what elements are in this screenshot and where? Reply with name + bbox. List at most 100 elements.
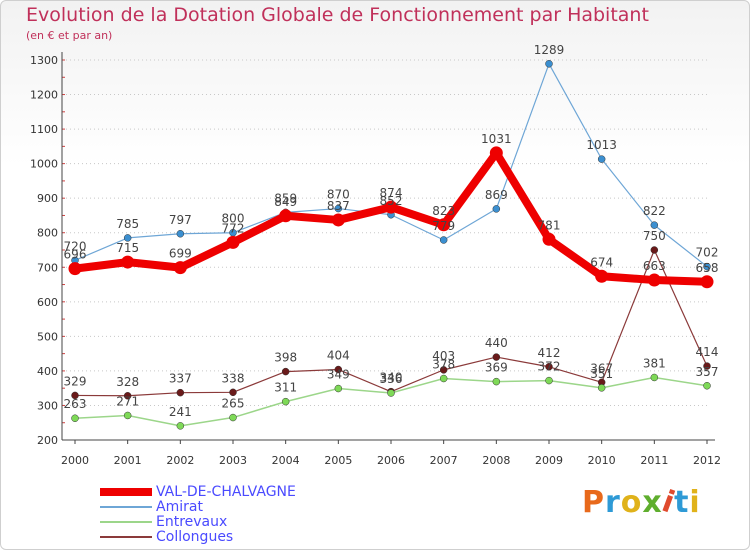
- data-point-collongues: [229, 388, 237, 397]
- legend-swatch: [100, 536, 152, 538]
- data-label-val-de-chalvagne: 696: [64, 248, 87, 262]
- data-label-amirat: 779: [432, 219, 455, 233]
- legend-label: Collongues: [156, 529, 234, 545]
- data-point-val-de-chalvagne: [226, 235, 240, 249]
- logo-letter: r: [605, 485, 621, 520]
- data-label-collongues: 337: [169, 372, 192, 386]
- data-point-val-de-chalvagne: [384, 200, 398, 214]
- data-label-collongues: 340: [380, 371, 403, 385]
- data-point-amirat: [492, 205, 501, 213]
- data-label-entrevaux: 336: [380, 372, 403, 386]
- data-point-collongues: [545, 363, 553, 371]
- legend-label: Entrevaux: [156, 514, 228, 530]
- proxiti-logo: Proxiti: [582, 484, 701, 521]
- data-label-entrevaux: 349: [327, 368, 350, 382]
- data-point-val-de-chalvagne: [595, 269, 609, 283]
- x-tick-label: 2010: [588, 454, 616, 467]
- logo-letter: x: [642, 485, 663, 520]
- logo-letter: o: [620, 485, 643, 520]
- data-label-val-de-chalvagne: 837: [327, 199, 350, 213]
- data-label-entrevaux: 241: [169, 405, 192, 419]
- data-label-amirat: 870: [327, 188, 350, 202]
- data-label-collongues: 412: [538, 346, 561, 360]
- data-point-val-de-chalvagne: [647, 273, 661, 287]
- data-point-amirat: [334, 204, 343, 213]
- data-point-entrevaux: [439, 374, 448, 383]
- data-label-val-de-chalvagne: 823: [432, 204, 455, 218]
- data-point-val-de-chalvagne: [542, 232, 556, 246]
- data-point-collongues: [334, 365, 343, 374]
- data-label-val-de-chalvagne: 874: [380, 186, 403, 200]
- data-point-amirat: [545, 60, 553, 68]
- data-label-collongues: 338: [222, 371, 245, 385]
- legend-swatch: [100, 521, 152, 523]
- logo-letter: P: [582, 485, 605, 520]
- data-label-amirat: 859: [274, 191, 297, 205]
- data-point-collongues: [176, 388, 185, 397]
- data-point-val-de-chalvagne: [68, 262, 82, 276]
- y-tick-label: 200: [37, 434, 58, 447]
- y-tick-label: 1300: [30, 54, 58, 67]
- data-point-amirat: [176, 230, 185, 238]
- data-point-entrevaux: [545, 376, 553, 385]
- data-label-collongues: 328: [116, 375, 139, 389]
- x-tick-label: 2005: [324, 454, 352, 467]
- legend-swatch: [100, 488, 152, 496]
- x-tick-label: 2006: [377, 454, 405, 467]
- data-point-entrevaux: [492, 377, 501, 386]
- data-point-entrevaux: [281, 397, 290, 406]
- data-label-val-de-chalvagne: 1031: [481, 132, 512, 146]
- data-label-entrevaux: 265: [222, 397, 245, 411]
- data-label-val-de-chalvagne: 663: [643, 259, 666, 273]
- data-point-collongues: [71, 391, 79, 400]
- legend-swatch: [100, 506, 152, 508]
- y-tick-label: 1200: [30, 89, 58, 102]
- data-point-entrevaux: [597, 384, 606, 392]
- data-point-amirat: [123, 234, 132, 242]
- x-tick-label: 2009: [535, 454, 563, 467]
- data-point-val-de-chalvagne: [279, 209, 293, 223]
- data-label-amirat: 1013: [586, 138, 617, 152]
- data-point-val-de-chalvagne: [331, 213, 345, 227]
- x-tick-label: 2011: [640, 454, 668, 467]
- data-label-amirat: 1289: [534, 43, 565, 57]
- data-label-entrevaux: 378: [432, 358, 455, 372]
- data-point-entrevaux: [123, 411, 132, 420]
- data-point-val-de-chalvagne: [700, 275, 714, 289]
- data-label-collongues: 329: [64, 374, 87, 388]
- data-point-entrevaux: [71, 414, 79, 422]
- legend-label: Amirat: [156, 499, 203, 515]
- data-label-amirat: 800: [222, 212, 245, 226]
- data-label-amirat: 702: [696, 246, 719, 260]
- y-tick-label: 300: [37, 399, 58, 412]
- data-label-collongues: 440: [485, 336, 508, 350]
- x-tick-label: 2008: [482, 454, 510, 467]
- y-tick-label: 600: [37, 296, 58, 309]
- data-point-entrevaux: [334, 384, 343, 393]
- x-tick-label: 2000: [61, 454, 89, 467]
- data-label-val-de-chalvagne: 849: [274, 195, 297, 209]
- data-label-val-de-chalvagne: 674: [590, 255, 613, 269]
- data-label-entrevaux: 357: [696, 365, 719, 379]
- data-point-collongues: [703, 362, 711, 370]
- data-label-entrevaux: 271: [116, 394, 139, 408]
- legend-label: VAL-DE-CHALVAGNE: [156, 484, 296, 500]
- data-point-collongues: [492, 353, 501, 361]
- data-point-collongues: [281, 367, 290, 376]
- x-tick-label: 2002: [166, 454, 194, 467]
- data-label-amirat: 852: [380, 194, 403, 208]
- data-point-amirat: [439, 236, 448, 244]
- logo-letter: i: [689, 485, 701, 520]
- data-point-entrevaux: [229, 413, 237, 422]
- data-point-amirat: [597, 155, 606, 163]
- line-chart: 200 300 400 500 600 700 800 900 1000 1100 1200 1300…: [30, 43, 721, 467]
- y-tick-label: 700: [37, 261, 58, 274]
- data-label-entrevaux: 351: [590, 367, 613, 381]
- data-label-entrevaux: 263: [64, 397, 87, 411]
- data-point-entrevaux: [387, 389, 395, 397]
- y-tick-label: 500: [37, 330, 58, 343]
- x-tick-label: 2003: [219, 454, 247, 467]
- y-tick-label: 1000: [30, 158, 58, 171]
- data-point-entrevaux: [703, 382, 711, 390]
- data-point-collongues: [650, 246, 659, 254]
